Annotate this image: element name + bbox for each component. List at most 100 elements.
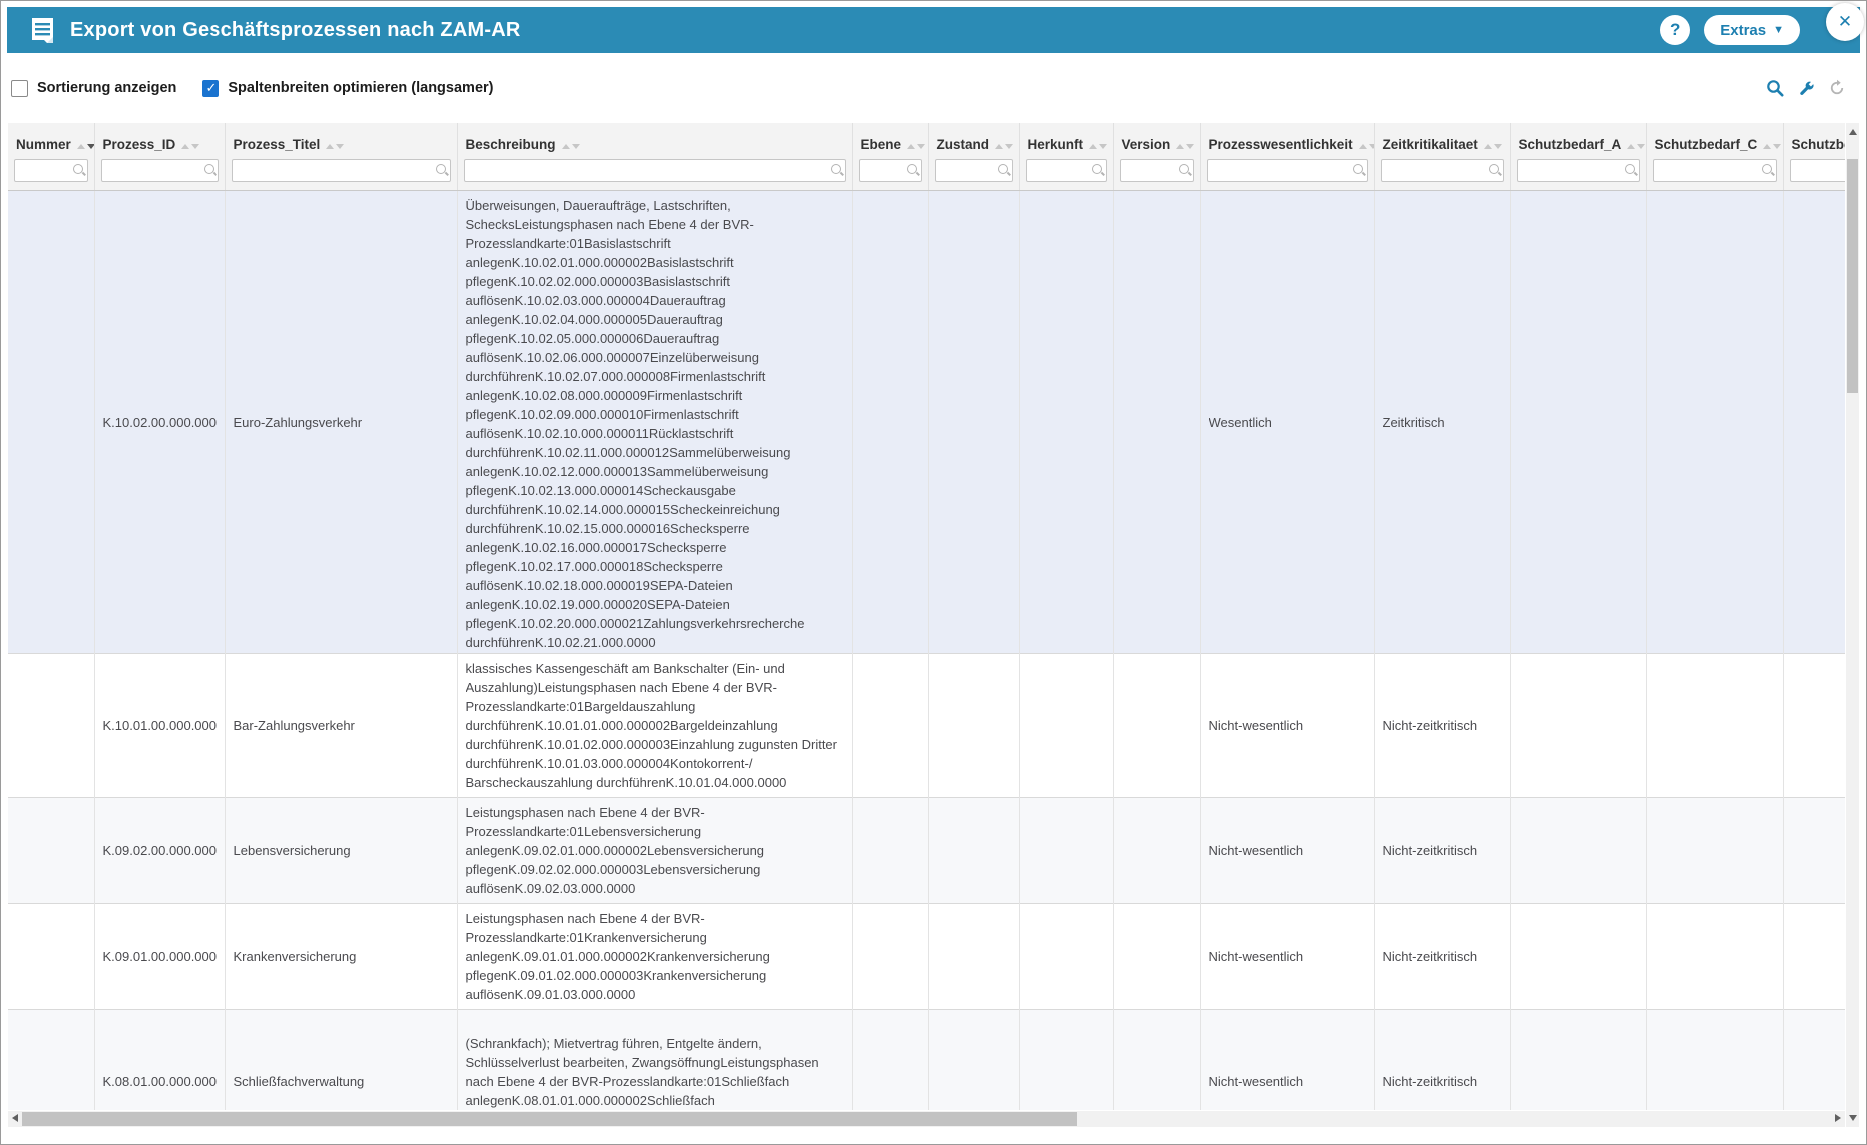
filter-input-Schutzbedarf_I[interactable]	[1789, 159, 1845, 182]
scroll-up-icon[interactable]	[1849, 129, 1857, 135]
help-button[interactable]: ?	[1660, 15, 1691, 45]
filter-input-Nummer[interactable]	[14, 159, 88, 182]
sort-icon	[1089, 144, 1108, 149]
filter-input-Herkunft[interactable]	[1025, 159, 1107, 182]
column-header-Version[interactable]: Version	[1113, 123, 1201, 157]
filter-input-Prozess_ID[interactable]	[100, 159, 219, 182]
checkbox-label: Spaltenbreiten optimieren (langsamer)	[228, 80, 494, 96]
search-icon	[830, 164, 841, 174]
cell-Zustand	[928, 1009, 1020, 1110]
column-header-Schutzbedarf_I[interactable]: Schutzbedarf_I	[1783, 123, 1845, 157]
search-icon	[72, 164, 83, 174]
filter-input-Prozesswesentlichkeit[interactable]	[1206, 159, 1368, 182]
titlebar: Export von Geschäftsprozessen nach ZAM-A…	[7, 7, 1860, 53]
cell-Beschreibung: (Schrankfach); Mietvertrag führen, Entge…	[457, 1009, 853, 1110]
cell-Schutzbedarf_A	[1510, 1009, 1647, 1110]
filter-input-Schutzbedarf_A[interactable]	[1516, 159, 1640, 182]
horizontal-scrollbar[interactable]	[8, 1111, 1845, 1127]
sort-icon	[561, 144, 580, 149]
sort-icon	[1763, 144, 1782, 149]
filter-input-Version[interactable]	[1119, 159, 1194, 182]
cell-Prozesswesentlichkeit: Nicht-wesentlich	[1200, 1009, 1375, 1110]
cell-Schutzbedarf_C	[1646, 653, 1784, 798]
horizontal-scroll-thumb[interactable]	[22, 1112, 1077, 1126]
cell-Prozess_Titel: Krankenversicherung	[225, 903, 458, 1010]
checkbox-unchecked[interactable]	[11, 79, 28, 97]
cell-Prozess_ID: K.09.01.00.000.0000	[94, 903, 226, 1010]
sort-icon	[907, 144, 926, 149]
wrench-icon[interactable]	[1797, 79, 1815, 97]
cell-Schutzbedarf_I	[1783, 903, 1845, 1010]
column-header-Prozess_ID[interactable]: Prozess_ID	[94, 123, 226, 157]
scroll-down-icon[interactable]	[1849, 1115, 1857, 1121]
column-header-label: Herkunft	[1027, 137, 1084, 152]
column-header-Prozesswesentlichkeit[interactable]: Prozesswesentlichkeit	[1200, 123, 1375, 157]
filter-input-Beschreibung[interactable]	[463, 159, 846, 182]
column-header-label: Schutzbedarf_I	[1791, 137, 1846, 152]
cell-Zeitkritikalitaet: Zeitkritisch	[1374, 190, 1511, 654]
cell-Ebene	[852, 797, 929, 904]
cell-Schutzbedarf_A	[1510, 190, 1647, 654]
filter-input-Zeitkritikalitaet[interactable]	[1380, 159, 1504, 182]
close-button[interactable]: ✕	[1826, 3, 1864, 41]
vertical-scroll-thumb[interactable]	[1847, 159, 1858, 393]
cell-Zeitkritikalitaet: Nicht-zeitkritisch	[1374, 1009, 1511, 1110]
checkbox-spaltenbreiten-optimieren[interactable]: ✓ Spaltenbreiten optimieren (langsamer)	[202, 79, 494, 97]
filter-input-Zustand[interactable]	[934, 159, 1013, 182]
column-header-Ebene[interactable]: Ebene	[852, 123, 929, 157]
filter-input-Prozess_Titel[interactable]	[231, 159, 451, 182]
column-header-Herkunft[interactable]: Herkunft	[1019, 123, 1114, 157]
scroll-right-icon[interactable]	[1835, 1114, 1841, 1122]
scroll-left-icon[interactable]	[12, 1114, 18, 1122]
column-header-Nummer[interactable]: Nummer	[8, 123, 95, 157]
sort-icon	[1483, 144, 1502, 149]
column-header-Schutzbedarf_C[interactable]: Schutzbedarf_C	[1646, 123, 1784, 157]
cell-Schutzbedarf_A	[1510, 797, 1647, 904]
search-icon[interactable]	[1766, 79, 1784, 97]
table-row[interactable]: K.09.02.00.000.0000 Lebensversicherung Lei…	[8, 797, 1845, 904]
filter-input-Schutzbedarf_C[interactable]	[1652, 159, 1777, 182]
column-header-Prozess_Titel[interactable]: Prozess_Titel	[225, 123, 458, 157]
cell-Schutzbedarf_A	[1510, 653, 1647, 798]
filter-cell-Zustand	[928, 157, 1020, 191]
table-row[interactable]: K.10.01.00.000.0000 Bar-Zahlungsverkehr kl…	[8, 653, 1845, 798]
filter-cell-Herkunft	[1019, 157, 1114, 191]
filter-input-Ebene[interactable]	[858, 159, 922, 182]
cell-Ebene	[852, 653, 929, 798]
column-header-Schutzbedarf_A[interactable]: Schutzbedarf_A	[1510, 123, 1647, 157]
refresh-icon[interactable]	[1828, 79, 1846, 97]
column-header-label: Prozess_Titel	[233, 137, 321, 152]
cell-Zeitkritikalitaet: Nicht-zeitkritisch	[1374, 903, 1511, 1010]
cell-Zustand	[928, 903, 1020, 1010]
filter-cell-Beschreibung	[457, 157, 853, 191]
column-header-Zeitkritikalitaet[interactable]: Zeitkritikalitaet	[1374, 123, 1511, 157]
table-row[interactable]: K.09.01.00.000.0000 Krankenversicherung Le…	[8, 903, 1845, 1010]
vertical-scrollbar[interactable]	[1846, 123, 1859, 1127]
filter-cell-Prozesswesentlichkeit	[1200, 157, 1375, 191]
column-header-Beschreibung[interactable]: Beschreibung	[457, 123, 853, 157]
chevron-down-icon: ▼	[1773, 23, 1784, 36]
cell-Ebene	[852, 190, 929, 654]
filter-cell-Schutzbedarf_I	[1783, 157, 1845, 191]
titlebar-actions: ? Extras ▼	[1660, 15, 1800, 45]
cell-Schutzbedarf_C	[1646, 903, 1784, 1010]
extras-button[interactable]: Extras ▼	[1704, 15, 1800, 45]
checkbox-sortierung-anzeigen[interactable]: Sortierung anzeigen	[11, 79, 176, 97]
search-icon	[1091, 164, 1102, 174]
table-scroll-area: Nummer Prozess_ID Prozess_Titel Beschreibun…	[8, 123, 1845, 1110]
cell-Schutzbedarf_I	[1783, 797, 1845, 904]
table-row[interactable]: K.08.01.00.000.0000 Schließfachverwaltung…	[8, 1009, 1845, 1110]
table-row[interactable]: K.10.02.00.000.0000 Euro-Zahlungsverkehr Ü…	[8, 190, 1845, 654]
cell-Prozess_Titel: Euro-Zahlungsverkehr	[225, 190, 458, 654]
filter-cell-Nummer	[8, 157, 95, 191]
search-icon	[1488, 164, 1499, 174]
cell-Zeitkritikalitaet: Nicht-zeitkritisch	[1374, 797, 1511, 904]
column-header-Zustand[interactable]: Zustand	[928, 123, 1020, 157]
cell-Nummer	[8, 797, 95, 904]
sort-icon	[1627, 144, 1645, 149]
cell-Schutzbedarf_I	[1783, 190, 1845, 654]
cell-Prozesswesentlichkeit: Wesentlich	[1200, 190, 1375, 654]
checkbox-checked[interactable]: ✓	[202, 79, 220, 97]
cell-Zustand	[928, 797, 1020, 904]
toolbar: Sortierung anzeigen ✓ Spaltenbreiten opt…	[7, 59, 1860, 117]
